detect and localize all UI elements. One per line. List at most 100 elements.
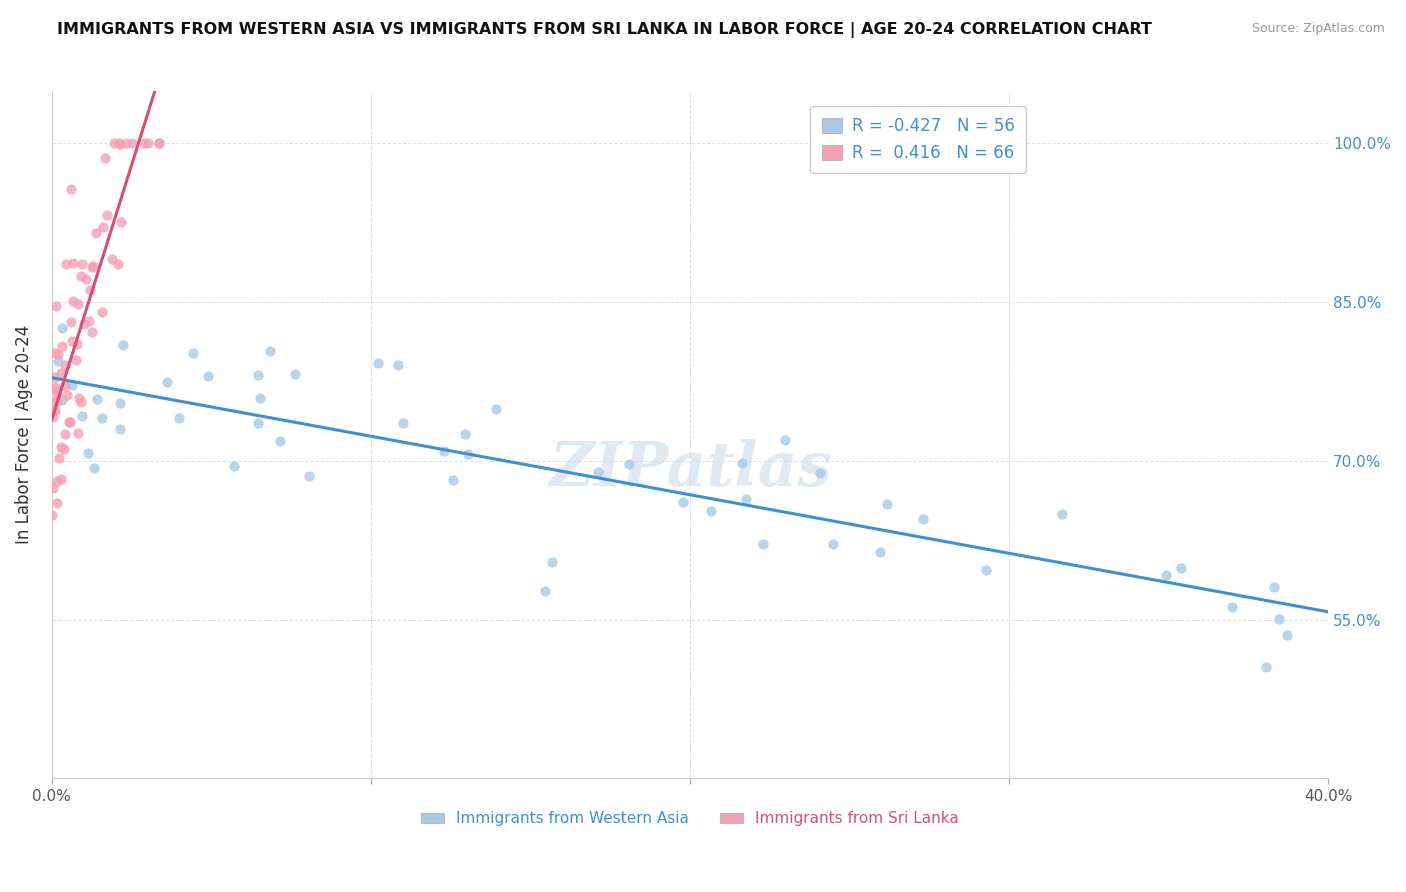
Point	[284, 367, 307, 381]
Point	[72, 257, 94, 271]
Point	[441, 473, 464, 487]
Point	[541, 555, 564, 569]
Point	[132, 136, 155, 151]
Text: IMMIGRANTS FROM WESTERN ASIA VS IMMIGRANTS FROM SRI LANKA IN LABOR FORCE | AGE 2: IMMIGRANTS FROM WESTERN ASIA VS IMMIGRAN…	[58, 22, 1152, 38]
Point	[62, 256, 84, 270]
Y-axis label: In Labor Force | Age 20-24: In Labor Force | Age 20-24	[15, 325, 32, 544]
Point	[1277, 628, 1299, 642]
Point	[588, 465, 610, 479]
Point	[181, 346, 204, 360]
Point	[46, 354, 69, 368]
Point	[60, 334, 83, 349]
Point	[108, 396, 131, 410]
Point	[91, 220, 114, 235]
Point	[45, 382, 67, 396]
Point	[156, 375, 179, 389]
Point	[80, 260, 103, 275]
Point	[246, 368, 269, 383]
Point	[76, 446, 98, 460]
Point	[136, 136, 159, 151]
Point	[1154, 567, 1177, 582]
Point	[249, 392, 271, 406]
Text: Source: ZipAtlas.com: Source: ZipAtlas.com	[1251, 22, 1385, 36]
Point	[148, 136, 170, 151]
Point	[60, 378, 83, 392]
Point	[70, 409, 93, 423]
Point	[1220, 599, 1243, 614]
Point	[617, 458, 640, 472]
Point	[52, 442, 75, 456]
Point	[808, 466, 831, 480]
Point	[53, 358, 76, 372]
Point	[298, 468, 321, 483]
Point	[53, 378, 76, 392]
Point	[454, 427, 477, 442]
Point	[110, 137, 132, 152]
Point	[62, 293, 84, 308]
Point	[77, 314, 100, 328]
Point	[735, 491, 758, 506]
Point	[44, 403, 66, 417]
Point	[367, 355, 389, 369]
Point	[114, 136, 136, 151]
Point	[46, 347, 69, 361]
Point	[45, 475, 67, 489]
Point	[46, 393, 69, 408]
Point	[44, 346, 66, 360]
Point	[66, 337, 89, 351]
Point	[246, 416, 269, 430]
Point	[51, 320, 73, 334]
Point	[42, 409, 65, 424]
Point	[70, 394, 93, 409]
Point	[222, 459, 245, 474]
Point	[49, 440, 72, 454]
Point	[103, 136, 125, 151]
Point	[48, 450, 70, 465]
Point	[1254, 660, 1277, 674]
Point	[53, 427, 76, 442]
Point	[86, 392, 108, 406]
Point	[110, 215, 132, 229]
Point	[55, 256, 77, 270]
Point	[773, 433, 796, 447]
Point	[197, 368, 219, 383]
Point	[60, 315, 83, 329]
Point	[94, 151, 117, 165]
Point	[70, 269, 93, 284]
Point	[73, 317, 96, 331]
Point	[82, 325, 104, 339]
Point	[1050, 508, 1073, 522]
Point	[49, 366, 72, 380]
Point	[44, 379, 66, 393]
Point	[41, 481, 63, 495]
Point	[67, 297, 90, 311]
Point	[58, 415, 80, 429]
Point	[44, 404, 66, 418]
Point	[44, 369, 66, 384]
Point	[121, 136, 143, 151]
Point	[387, 358, 409, 372]
Point	[49, 472, 72, 486]
Point	[108, 422, 131, 436]
Point	[167, 410, 190, 425]
Point	[672, 495, 695, 509]
Point	[391, 416, 413, 430]
Point	[876, 497, 898, 511]
Point	[1263, 580, 1285, 594]
Point	[974, 564, 997, 578]
Point	[485, 402, 508, 417]
Point	[108, 136, 131, 151]
Point	[59, 415, 82, 429]
Point	[823, 537, 845, 551]
Point	[65, 352, 87, 367]
Point	[457, 447, 479, 461]
Point	[534, 583, 557, 598]
Point	[56, 388, 79, 402]
Point	[433, 444, 456, 458]
Point	[45, 299, 67, 313]
Point	[84, 227, 107, 241]
Point	[51, 392, 73, 407]
Point	[66, 425, 89, 440]
Point	[869, 545, 891, 559]
Point	[79, 283, 101, 297]
